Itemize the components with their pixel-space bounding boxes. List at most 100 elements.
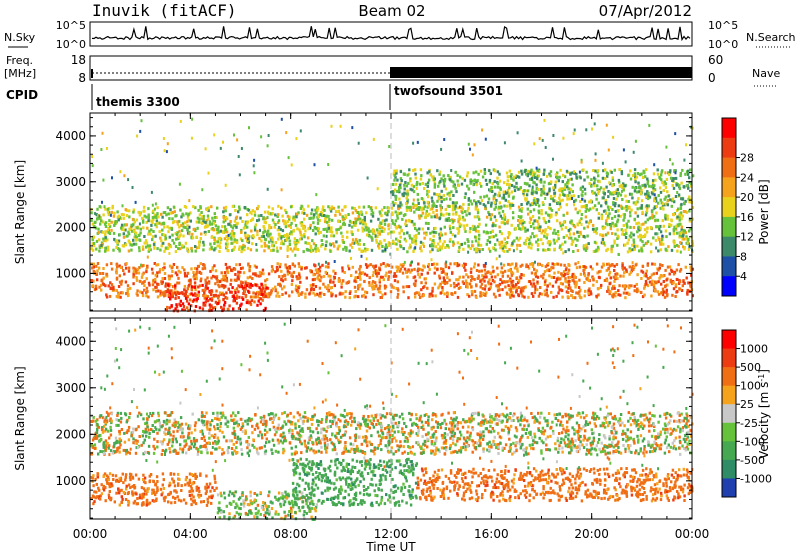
data-cell (625, 205, 628, 208)
data-cell (306, 241, 309, 245)
data-cell (103, 205, 106, 209)
data-cell (678, 269, 682, 273)
data-cell (499, 246, 502, 250)
data-cell (649, 250, 653, 254)
data-cell (500, 266, 504, 270)
data-cell (207, 230, 210, 233)
data-cell (484, 204, 487, 208)
data-cell (585, 170, 588, 174)
data-cell (195, 272, 198, 276)
data-cell (605, 123, 608, 127)
data-cell (267, 205, 271, 209)
data-cell (641, 240, 644, 244)
data-cell (516, 175, 519, 179)
data-cell (195, 267, 199, 271)
data-cell (252, 164, 255, 168)
data-cell (475, 203, 478, 207)
data-cell (325, 234, 328, 238)
data-cell (499, 214, 502, 218)
data-cell (398, 240, 402, 244)
data-cell (401, 217, 404, 221)
nave-right-label: Nave (752, 67, 780, 80)
data-cell (564, 268, 568, 272)
data-cell (407, 218, 411, 222)
data-cell (202, 248, 205, 252)
data-cell (235, 241, 239, 245)
data-cell (187, 279, 191, 283)
data-cell (159, 291, 163, 295)
data-cell (397, 288, 400, 292)
data-cell (569, 188, 573, 192)
data-cell (406, 231, 409, 235)
data-cell (533, 291, 537, 295)
data-cell (91, 222, 95, 226)
data-cell (258, 218, 261, 222)
data-cell (543, 219, 546, 223)
data-cell (101, 230, 104, 234)
data-cell (342, 221, 346, 225)
data-cell (477, 215, 480, 219)
data-cell (225, 276, 228, 280)
data-cell (535, 191, 538, 195)
data-cell (241, 297, 245, 301)
data-cell (601, 161, 604, 165)
data-cell (365, 291, 369, 295)
data-cell (134, 231, 138, 235)
data-cell (406, 269, 409, 273)
data-cell (251, 284, 254, 288)
data-cell (159, 487, 163, 491)
data-cell (170, 293, 173, 297)
data-cell (384, 246, 387, 250)
data-cell (613, 204, 617, 208)
data-cell (377, 290, 381, 294)
data-cell (652, 236, 655, 240)
data-cell (606, 174, 609, 178)
data-cell (418, 227, 421, 231)
data-cell (332, 242, 335, 246)
data-cell (510, 173, 513, 176)
data-cell (425, 233, 428, 237)
data-cell (593, 122, 596, 126)
data-cell (127, 232, 131, 236)
data-cell (559, 281, 563, 285)
data-cell (130, 229, 134, 233)
data-cell (541, 276, 545, 280)
data-cell (280, 117, 283, 121)
data-cell (314, 293, 317, 297)
data-cell (168, 235, 171, 239)
data-cell (130, 228, 133, 231)
data-cell (175, 303, 178, 307)
data-cell (570, 242, 573, 246)
data-cell (147, 281, 151, 285)
data-cell (546, 268, 549, 272)
data-cell (562, 270, 566, 274)
data-cell (312, 273, 315, 277)
data-cell (367, 230, 371, 234)
data-cell (232, 247, 235, 251)
data-cell (553, 185, 557, 189)
data-cell (378, 232, 381, 236)
data-cell (619, 193, 623, 197)
data-cell (540, 292, 544, 296)
data-cell (648, 216, 651, 220)
data-cell (549, 196, 553, 200)
data-cell (450, 179, 453, 183)
data-cell (622, 206, 625, 210)
data-cell (329, 230, 332, 234)
data-cell (315, 227, 318, 231)
data-cell (320, 275, 323, 279)
data-cell (408, 234, 411, 238)
data-cell (525, 202, 529, 206)
data-cell (149, 232, 152, 236)
data-cell (415, 291, 418, 295)
data-cell (583, 244, 586, 248)
data-cell (615, 189, 618, 193)
data-cell (152, 491, 155, 494)
data-cell (541, 264, 544, 268)
data-cell (515, 286, 518, 290)
data-cell (564, 277, 567, 281)
data-cell (201, 307, 205, 311)
data-cell (672, 272, 676, 276)
data-cell (118, 477, 121, 481)
data-cell (407, 296, 410, 300)
